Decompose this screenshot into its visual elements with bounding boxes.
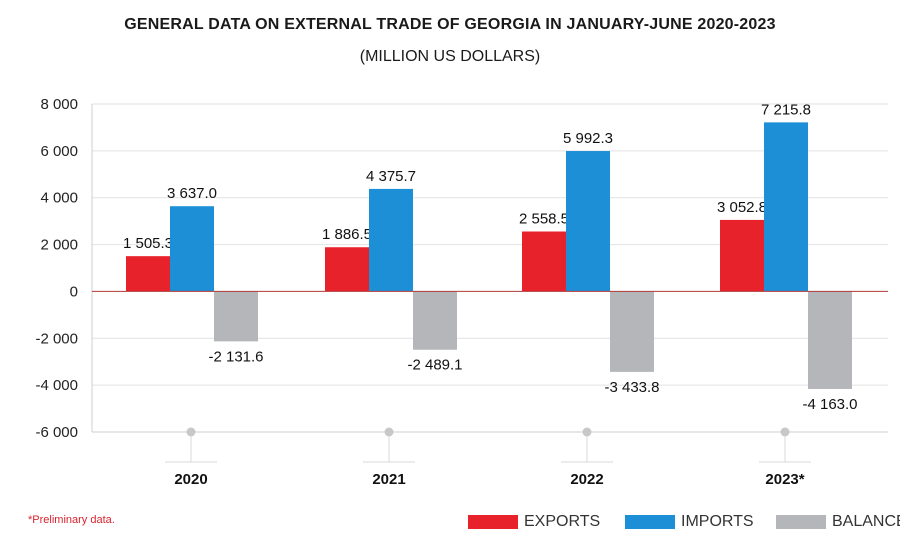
data-label-imports: 3 637.0	[167, 185, 217, 202]
y-tick-label: 4 000	[40, 190, 78, 207]
bar-exports	[522, 231, 566, 292]
data-label-exports: 1 505.3	[123, 235, 173, 252]
category-marker	[186, 427, 196, 437]
data-label-exports: 3 052.8	[717, 199, 767, 216]
category-marker	[384, 427, 394, 437]
category-marker	[582, 427, 592, 437]
data-label-balance: -3 433.8	[604, 379, 659, 396]
bar-imports	[764, 122, 808, 292]
legend-swatch-exports	[468, 515, 518, 529]
bar-imports	[369, 188, 413, 292]
chart-title: GENERAL DATA ON EXTERNAL TRADE OF GEORGI…	[124, 16, 776, 33]
legend-item-balance: BALANCE	[776, 512, 900, 532]
data-label-balance: -2 489.1	[407, 357, 462, 374]
bar-imports	[566, 151, 610, 292]
x-tick-label: 2023*	[765, 471, 804, 488]
bar-exports	[325, 247, 369, 292]
legend-label-imports: IMPORTS	[681, 513, 754, 530]
legend-item-imports: IMPORTS	[625, 512, 754, 532]
data-label-exports: 1 886.5	[322, 226, 372, 243]
legend-label-balance: BALANCE	[832, 513, 900, 530]
chart-subtitle: (MILLION US DOLLARS)	[359, 48, 541, 65]
legend-swatch-imports	[625, 515, 675, 529]
bar-balance	[808, 291, 852, 389]
data-label-exports: 2 558.5	[519, 210, 569, 227]
y-tick-label: 8 000	[40, 96, 78, 113]
footnote: *Preliminary data.	[28, 514, 115, 526]
y-tick-label: -6 000	[35, 424, 78, 441]
bar-balance	[610, 291, 654, 372]
data-label-balance: -4 163.0	[802, 396, 857, 413]
legend-label-exports: EXPORTS	[524, 513, 601, 530]
data-label-imports: 4 375.7	[366, 168, 416, 185]
category-marker	[780, 427, 790, 437]
legend-item-exports: EXPORTS	[468, 512, 600, 532]
legend-swatch-balance	[776, 515, 826, 529]
y-tick-label: 0	[70, 283, 78, 300]
x-tick-label: 2021	[372, 471, 405, 488]
bar-balance	[214, 291, 258, 342]
x-tick-label: 2020	[174, 471, 207, 488]
data-label-balance: -2 131.6	[208, 348, 263, 365]
bar-exports	[720, 219, 764, 292]
bar-exports	[126, 256, 170, 292]
bar-imports	[170, 206, 214, 292]
y-tick-label: 2 000	[40, 237, 78, 254]
y-tick-label: -2 000	[35, 330, 78, 347]
x-tick-label: 2022	[570, 471, 603, 488]
bar-balance	[413, 291, 457, 350]
y-tick-label: -4 000	[35, 377, 78, 394]
y-tick-label: 6 000	[40, 143, 78, 160]
data-label-imports: 5 992.3	[563, 130, 613, 147]
data-label-imports: 7 215.8	[761, 101, 811, 118]
